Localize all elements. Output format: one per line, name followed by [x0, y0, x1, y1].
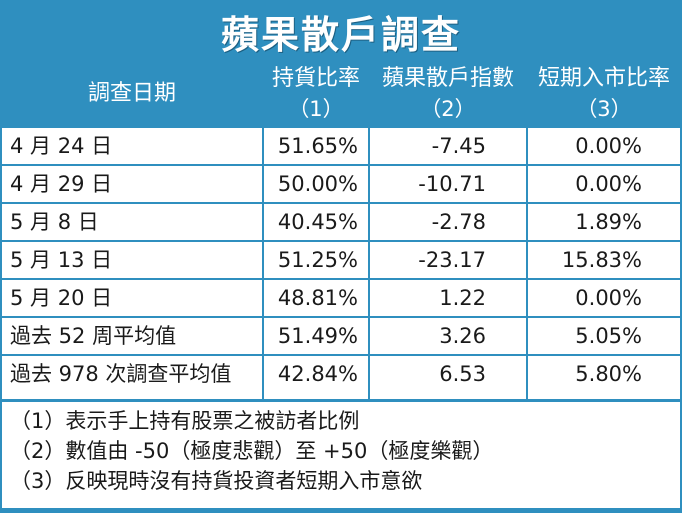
header-date: 調查日期 [2, 60, 262, 128]
cell-date: 5 月 20 日 [10, 286, 113, 310]
cell-retail-index: 6.53 [439, 362, 486, 386]
header-hold-ratio: 持貨比率 （1） [264, 60, 368, 128]
cell-retail-index: 3.26 [439, 324, 486, 348]
cell-date: 過去 52 周平均值 [10, 324, 177, 348]
column-divider [262, 60, 264, 402]
cell-date: 4 月 29 日 [10, 172, 113, 196]
cell-entry-ratio: 5.05% [575, 324, 642, 348]
table-row: 5 月 20 日 48.81% 1.22 0.00% [2, 280, 680, 318]
footnote: （1）表示手上持有股票之被訪者比例 [10, 409, 360, 433]
cell-retail-index: -2.78 [431, 210, 486, 234]
table-row: 4 月 29 日 50.00% -10.71 0.00% [2, 166, 680, 204]
cell-hold-ratio: 48.81% [277, 286, 358, 310]
cell-retail-index: -23.17 [418, 248, 486, 272]
cell-hold-ratio: 51.65% [277, 134, 358, 158]
header-index-label: 蘋果散戶指數 [381, 66, 514, 91]
cell-hold-ratio: 51.25% [277, 248, 358, 272]
cell-hold-ratio: 42.84% [277, 362, 358, 386]
cell-entry-ratio: 0.00% [575, 172, 642, 196]
header-retail-index: 蘋果散戶指數 （2） [370, 60, 526, 128]
column-divider [526, 60, 528, 402]
footnote: （3）反映現時沒有持貨投資者短期入市意欲 [10, 469, 423, 493]
table-row: 4 月 24 日 51.65% -7.45 0.00% [2, 128, 680, 166]
table-row: 過去 978 次調查平均值 42.84% 6.53 5.80% [2, 356, 680, 402]
cell-hold-ratio: 51.49% [277, 324, 358, 348]
cell-retail-index: 1.22 [439, 286, 486, 310]
cell-date: 5 月 8 日 [10, 210, 99, 234]
table-title: 蘋果散戶調查 [220, 12, 461, 57]
table-row: 5 月 8 日 40.45% -2.78 1.89% [2, 204, 680, 242]
cell-retail-index: -10.71 [418, 172, 486, 196]
footnote: （2）數值由 -50（極度悲觀）至 +50（極度樂觀） [10, 439, 494, 463]
header-index-note: （2） [420, 97, 476, 121]
header-entry-label: 短期入市比率 [537, 66, 670, 91]
cell-retail-index: -7.45 [431, 134, 486, 158]
header-entry-ratio: 短期入市比率 （3） [528, 60, 680, 128]
column-divider [368, 60, 370, 402]
cell-entry-ratio: 5.80% [575, 362, 642, 386]
cell-date: 4 月 24 日 [10, 134, 113, 158]
cell-hold-ratio: 50.00% [277, 172, 358, 196]
header-entry-note: （3） [576, 97, 632, 121]
cell-entry-ratio: 0.00% [575, 286, 642, 310]
title-bar: 蘋果散戶調查 [2, 2, 680, 60]
table-row: 過去 52 周平均值 51.49% 3.26 5.05% [2, 318, 680, 356]
cell-entry-ratio: 0.00% [575, 134, 642, 158]
header-hold-label: 持貨比率 [271, 66, 360, 91]
cell-entry-ratio: 1.89% [575, 210, 642, 234]
table-header: 調查日期 持貨比率 （1） 蘋果散戶指數 （2） 短期入市比率 （3） [2, 60, 680, 128]
cell-hold-ratio: 40.45% [277, 210, 358, 234]
bottom-rule [2, 508, 680, 511]
cell-date: 過去 978 次調查平均值 [10, 362, 232, 386]
cell-date: 5 月 13 日 [10, 248, 113, 272]
footnotes: （1）表示手上持有股票之被訪者比例 （2）數值由 -50（極度悲觀）至 +50（… [10, 406, 676, 496]
header-hold-note: （1） [288, 97, 344, 121]
header-date-label: 調查日期 [87, 81, 176, 106]
cell-entry-ratio: 15.83% [561, 248, 642, 272]
table-row: 5 月 13 日 51.25% -23.17 15.83% [2, 242, 680, 280]
